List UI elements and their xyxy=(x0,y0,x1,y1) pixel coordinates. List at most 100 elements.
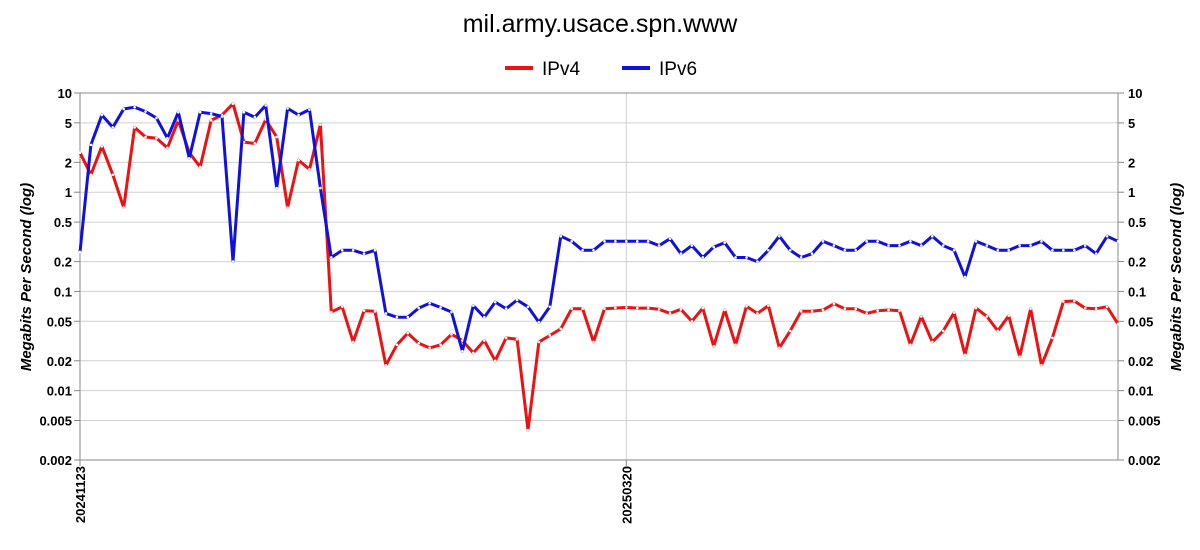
data-point xyxy=(155,116,158,120)
data-point xyxy=(78,250,82,254)
data-point xyxy=(1040,364,1043,367)
data-point xyxy=(1094,307,1098,310)
y-tick-label-left: 5 xyxy=(65,116,72,131)
data-point xyxy=(723,241,726,244)
data-point xyxy=(264,104,268,107)
data-point xyxy=(177,110,180,114)
data-point xyxy=(745,256,748,259)
data-point xyxy=(111,126,115,129)
data-point xyxy=(504,336,508,340)
y-tick-label-left: 10 xyxy=(58,86,72,101)
data-point xyxy=(373,248,377,252)
data-point xyxy=(646,240,650,243)
legend-label: IPv6 xyxy=(659,59,697,80)
data-point xyxy=(286,107,289,110)
data-point xyxy=(122,206,126,209)
series-line-ipv4 xyxy=(78,102,1120,432)
data-point xyxy=(920,244,923,247)
data-point xyxy=(996,329,1000,333)
data-point xyxy=(1051,336,1054,340)
data-point xyxy=(920,315,923,318)
data-point xyxy=(548,305,552,309)
data-point xyxy=(974,306,978,310)
data-point xyxy=(515,298,519,302)
data-point xyxy=(952,248,956,252)
data-point xyxy=(340,248,344,252)
data-point xyxy=(887,244,890,247)
data-point xyxy=(133,126,136,129)
y-tick-label-left: 0.2 xyxy=(54,255,72,270)
data-point xyxy=(253,115,257,119)
grid xyxy=(79,92,1118,461)
data-point xyxy=(1116,240,1120,243)
data-point xyxy=(340,305,344,309)
data-point xyxy=(1083,306,1087,310)
data-point xyxy=(909,240,912,243)
y-tick-label-right: 0.01 xyxy=(1128,384,1153,399)
data-point xyxy=(876,309,879,312)
y-tick-label-right: 10 xyxy=(1128,86,1142,101)
data-point xyxy=(799,256,803,259)
data-point xyxy=(1029,244,1032,247)
data-point xyxy=(745,304,748,308)
data-point xyxy=(734,343,737,347)
data-point xyxy=(657,308,661,311)
data-point xyxy=(209,119,213,122)
data-point xyxy=(777,346,781,350)
data-point xyxy=(144,110,147,113)
series-ipv6 xyxy=(78,103,1120,353)
data-point xyxy=(625,240,628,243)
data-point xyxy=(985,244,989,247)
y-tick-label-right: 0.1 xyxy=(1128,284,1146,299)
data-point xyxy=(472,304,475,307)
data-point xyxy=(187,156,191,160)
series-layer xyxy=(78,102,1120,432)
data-point xyxy=(799,310,803,313)
data-point xyxy=(472,351,475,355)
data-point xyxy=(843,307,847,310)
data-point xyxy=(253,142,257,145)
data-point xyxy=(231,102,235,106)
data-point xyxy=(78,151,82,155)
data-point xyxy=(155,136,158,140)
data-point xyxy=(821,240,825,243)
y-tick-label-left: 2 xyxy=(65,155,72,170)
data-point xyxy=(1072,248,1076,252)
data-point xyxy=(854,248,858,252)
data-point xyxy=(395,343,399,347)
data-point xyxy=(351,340,355,344)
data-point xyxy=(1018,355,1021,358)
data-point xyxy=(362,309,366,312)
series-ipv4 xyxy=(78,102,1120,432)
data-point xyxy=(1051,248,1054,252)
data-point xyxy=(461,349,464,353)
data-point xyxy=(406,315,410,319)
y-tick-label-right: 0.005 xyxy=(1128,414,1161,429)
y-tick-label-right: 1 xyxy=(1128,185,1135,200)
series-line-ipv6 xyxy=(78,103,1119,353)
y-axis-label-left: Megabits Per Second (log) xyxy=(18,183,35,371)
data-point xyxy=(963,353,967,357)
data-point xyxy=(122,107,126,111)
x-axis: 20241123 20250320 xyxy=(73,460,634,524)
data-point xyxy=(1007,248,1011,252)
data-point xyxy=(788,329,792,333)
data-point xyxy=(1062,300,1065,303)
data-point xyxy=(1094,252,1098,256)
data-point xyxy=(767,248,770,252)
data-point xyxy=(646,306,650,310)
data-point xyxy=(1105,305,1109,309)
y-tick-label-right: 5 xyxy=(1128,116,1135,131)
data-point xyxy=(657,244,661,247)
data-point xyxy=(603,240,606,243)
legend: IPv4 IPv6 xyxy=(505,59,697,80)
data-point xyxy=(930,340,934,344)
data-point xyxy=(1083,244,1087,247)
data-point xyxy=(308,108,311,111)
data-point xyxy=(144,135,147,139)
data-point xyxy=(209,112,213,115)
data-point xyxy=(690,244,694,247)
y-tick-label-left: 0.02 xyxy=(47,354,72,369)
data-point xyxy=(275,186,278,190)
